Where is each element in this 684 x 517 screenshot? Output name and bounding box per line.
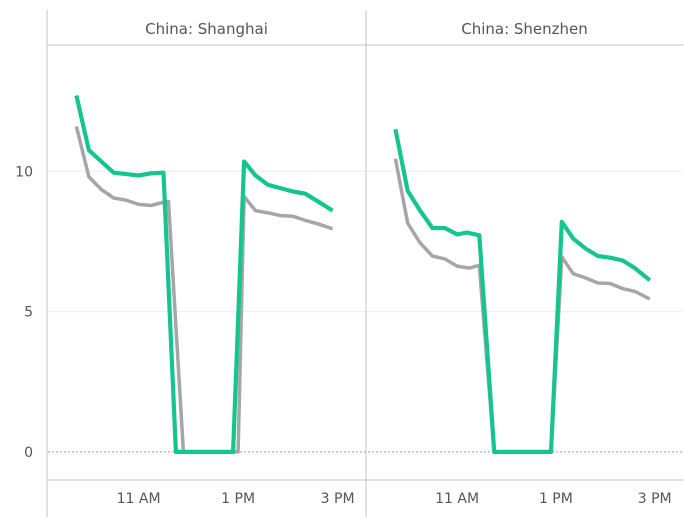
gridlines	[48, 170, 682, 453]
series-line	[393, 158, 651, 454]
x-tick-label: 1 PM	[539, 491, 573, 507]
panel-title: China: Shenzhen	[461, 20, 588, 38]
y-tick-label: 0	[24, 445, 33, 461]
y-tick-label: 10	[15, 164, 33, 180]
panel-title: China: Shanghai	[145, 20, 268, 38]
series-line	[393, 128, 652, 454]
y-tick-label: 5	[24, 305, 33, 321]
x-tick-label: 1 PM	[221, 491, 255, 507]
y-axis: 0 5 10	[15, 164, 33, 461]
x-tick-label: 11 AM	[117, 491, 161, 507]
panel: China: Shanghai 11 AM 1 PM 3 PM	[74, 20, 355, 507]
x-tick-label: 3 PM	[638, 491, 672, 507]
x-tick-label: 3 PM	[321, 491, 355, 507]
series-line	[74, 95, 334, 454]
series-line	[74, 125, 334, 454]
panel-frame	[46, 10, 684, 517]
panel: China: Shenzhen 11 AM 1 PM 3 PM	[393, 20, 672, 507]
x-tick-label: 11 AM	[435, 491, 479, 507]
